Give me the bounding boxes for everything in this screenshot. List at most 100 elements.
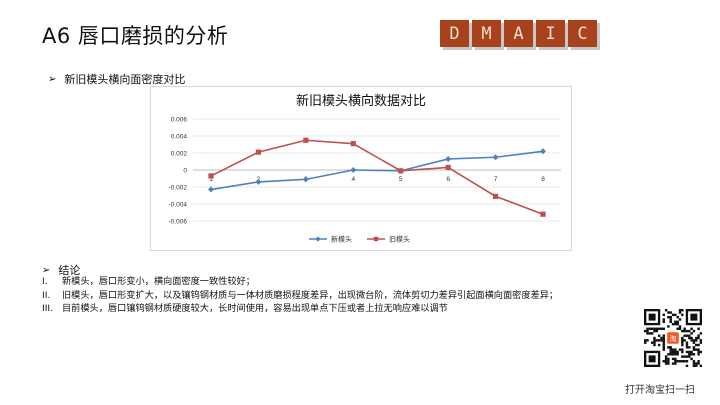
section-comparison-label: 新旧模头横向面密度对比 [64, 73, 186, 86]
qr-module [674, 313, 677, 317]
qr-module [683, 327, 686, 330]
qr-module [685, 329, 689, 333]
arrow-bullet-icon: ➢ [48, 73, 57, 85]
qr-module [667, 346, 670, 349]
qr-module [655, 329, 659, 333]
qr-module [674, 362, 677, 365]
data-point-new [540, 148, 546, 155]
qr-module [681, 313, 684, 317]
qr-module [683, 334, 686, 337]
qr-module [655, 339, 659, 342]
qr-module [688, 334, 691, 337]
qr-code-icon[interactable]: 淘 [644, 309, 702, 367]
conclusion-text: 新模头，唇口形变小，横向面密度一致性较好； [62, 276, 255, 287]
legend-old-marker [373, 236, 379, 242]
section-conclusion-label: 结论 [58, 264, 81, 277]
qr-module [662, 313, 665, 317]
dmaic-letter-i: I [536, 20, 565, 47]
qr-module [644, 341, 647, 344]
x-tick-label: 4 [351, 176, 355, 183]
qr-module [690, 350, 693, 354]
qr-module [692, 341, 696, 344]
section-comparison-heading: ➢ 新旧模头横向面密度对比 [48, 71, 185, 87]
qr-module [669, 353, 672, 356]
qr-module [662, 320, 665, 324]
qr-module [662, 346, 665, 349]
qr-module [681, 309, 684, 312]
qr-module [676, 320, 679, 324]
qr-module [697, 360, 700, 363]
qr-module [692, 346, 696, 349]
qr-module [657, 334, 661, 337]
legend-new-label: 新模头 [331, 235, 352, 244]
data-point-old [540, 211, 546, 217]
qr-module [681, 329, 684, 333]
qr-module [653, 341, 656, 344]
qr-module [646, 339, 649, 342]
y-tick-label: 0 [183, 168, 187, 175]
qr-module [657, 327, 661, 330]
qr-module [690, 327, 693, 330]
dmaic-letter-m: M [472, 20, 501, 47]
qr-module [678, 311, 682, 314]
qr-module [653, 339, 656, 342]
data-point-old [350, 141, 356, 147]
qr-module [660, 339, 663, 342]
conclusion-number: I. [42, 276, 48, 287]
conclusion-list: I. 新模头，唇口形变小，横向面密度一致性较好； II. 旧模头，唇口形变扩大，… [42, 275, 558, 316]
qr-module [678, 318, 682, 321]
qr-module [676, 322, 679, 326]
qr-module [697, 336, 700, 340]
data-point-old [445, 164, 451, 171]
series-old-line [210, 139, 544, 215]
qr-module [669, 348, 672, 351]
qr-module [695, 339, 698, 342]
qr-module [699, 341, 702, 344]
qr-module [664, 360, 668, 363]
qr-module [699, 350, 702, 354]
qr-module [646, 329, 649, 333]
data-point-old [208, 173, 214, 179]
qr-module [685, 341, 689, 344]
y-tick-label: -0.002 [169, 185, 188, 192]
qr-module [676, 315, 679, 319]
y-tick-label: -0.006 [169, 219, 188, 226]
qr-module [650, 332, 654, 335]
qr-module [692, 360, 696, 363]
legend-old-label: 旧模头 [389, 235, 410, 244]
y-tick-label: -0.004 [169, 202, 188, 209]
qr-module [688, 329, 691, 333]
qr-module [648, 355, 656, 363]
data-point-new [350, 167, 357, 173]
qr-module [683, 339, 686, 342]
qr-module [660, 336, 663, 340]
qr-module [678, 325, 682, 328]
qr-module [681, 360, 684, 363]
line-chart: 新旧模头横向数据对比 0.006 0.004 0.002 0 -0.002 -0.004 -0… [150, 86, 572, 251]
qr-module [667, 353, 670, 356]
qr-module [685, 334, 689, 337]
qr-module [676, 353, 679, 356]
qr-module [644, 339, 647, 342]
qr-module [671, 357, 675, 361]
qr-module [662, 341, 665, 344]
qr-module [646, 327, 649, 330]
qr-module [697, 350, 700, 354]
section-conclusion-heading: ➢ 结论 [42, 262, 80, 278]
qr-caption: 打开淘宝扫一扫 [625, 385, 695, 396]
data-point-old [398, 168, 404, 174]
conclusion-item: II. 旧模头，唇口形变扩大，以及镶钨钢材质与一体材质磨损程度差异，出现微台阶，… [42, 289, 558, 303]
series-new-line [210, 150, 544, 191]
qr-module [662, 327, 665, 330]
qr-module [674, 360, 677, 363]
qr-module [690, 313, 698, 321]
qr-module [697, 362, 700, 365]
qr-module [660, 327, 663, 330]
qr-module [674, 353, 677, 356]
qr-module [699, 339, 702, 342]
qr-module [662, 336, 665, 340]
qr-module [697, 353, 700, 356]
qr-module [667, 332, 679, 344]
qr-module [648, 313, 656, 321]
qr-module [685, 360, 689, 363]
